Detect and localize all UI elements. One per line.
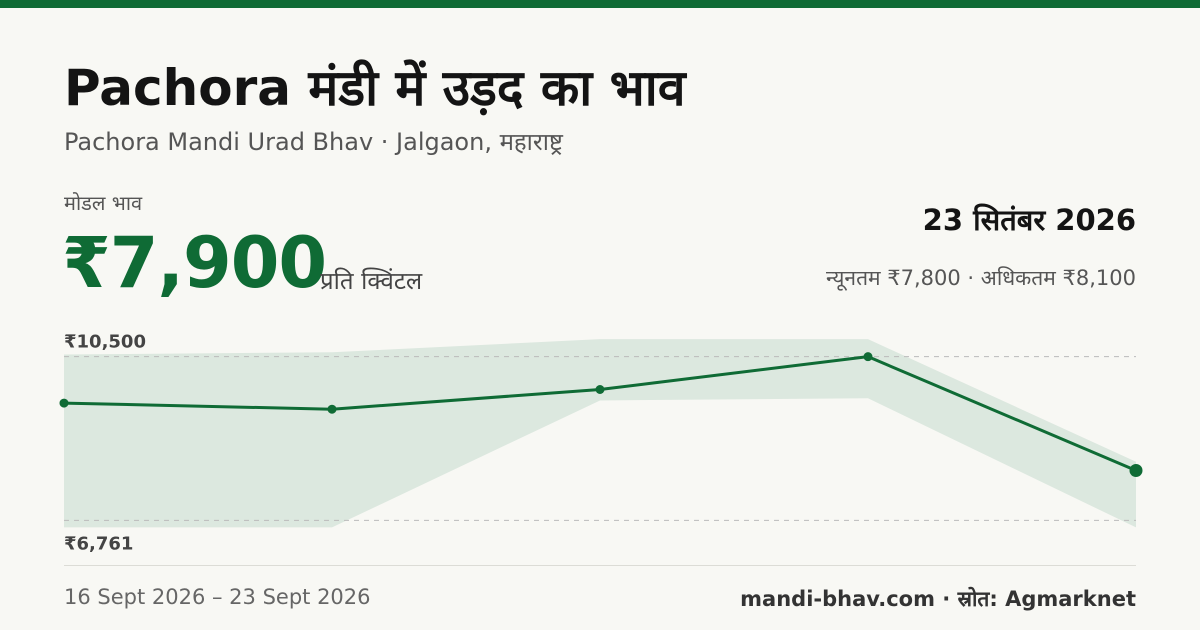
min-max-range: न्यूनतम ₹7,800 · अधिकतम ₹8,100 (826, 266, 1136, 290)
price-unit: प्रति क्विंटल (320, 267, 423, 295)
data-point (863, 352, 873, 362)
data-point (1129, 464, 1143, 478)
modal-price-value: ₹7,900 (62, 222, 327, 304)
footer-divider (64, 565, 1136, 566)
price-date: 23 सितंबर 2026 (922, 203, 1136, 237)
data-point (327, 404, 337, 414)
modal-price-label: मोडल भाव (64, 191, 143, 215)
data-point (59, 398, 69, 408)
y-tick-label: ₹6,761 (64, 533, 133, 554)
footer-source: mandi-bhav.com · स्रोत: Agmarknet (740, 587, 1136, 611)
footer-date-range: 16 Sept 2026 – 23 Sept 2026 (64, 585, 371, 609)
y-tick-label: ₹10,500 (64, 332, 146, 353)
page-title: Pachora मंडी में उड़द का भाव (64, 59, 686, 117)
data-point (595, 384, 605, 394)
min-max-band (64, 339, 1136, 528)
top-accent-bar (0, 0, 1200, 8)
page-subtitle: Pachora Mandi Urad Bhav · Jalgaon, महारा… (64, 128, 563, 156)
